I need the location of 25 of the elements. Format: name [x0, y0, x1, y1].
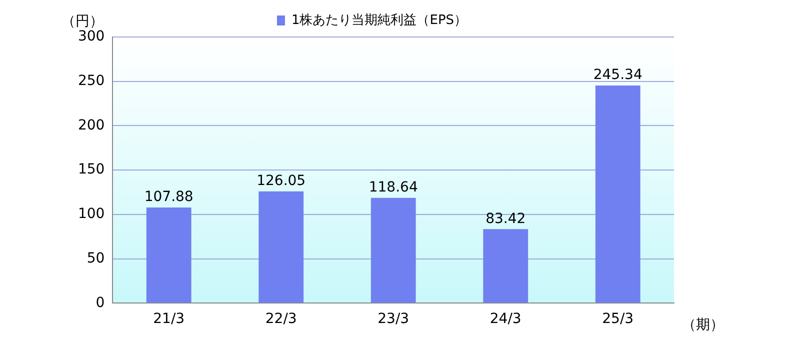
y-axis-title: （円） — [62, 14, 104, 30]
x-tick-label: 24/3 — [490, 311, 522, 328]
data-label: 107.88 — [144, 189, 194, 206]
y-tick-label: 150 — [78, 162, 105, 178]
y-tick-label: 100 — [78, 206, 105, 222]
y-tick-label: 0 — [96, 294, 105, 311]
y-tick-label: 250 — [78, 73, 105, 90]
data-label: 118.64 — [368, 180, 418, 196]
data-label: 245.34 — [593, 67, 642, 84]
x-axis-title: （期） — [682, 316, 724, 333]
x-tick-label: 25/3 — [602, 311, 634, 328]
bar — [595, 86, 640, 303]
data-label: 126.05 — [256, 172, 306, 189]
x-tick-label: 22/3 — [265, 311, 297, 328]
y-tick-label: 50 — [86, 250, 105, 266]
bar — [146, 207, 192, 303]
legend-label: 1株あたり当期純利益（EPS） — [291, 12, 468, 28]
data-label: 83.42 — [486, 210, 526, 227]
bar — [258, 191, 304, 303]
x-tick-label: 21/3 — [153, 311, 185, 328]
bar — [483, 229, 528, 303]
y-tick-label: 300 — [78, 28, 105, 45]
y-tick-label: 200 — [78, 117, 105, 134]
bar — [370, 198, 416, 303]
x-tick-label: 23/3 — [378, 311, 410, 328]
